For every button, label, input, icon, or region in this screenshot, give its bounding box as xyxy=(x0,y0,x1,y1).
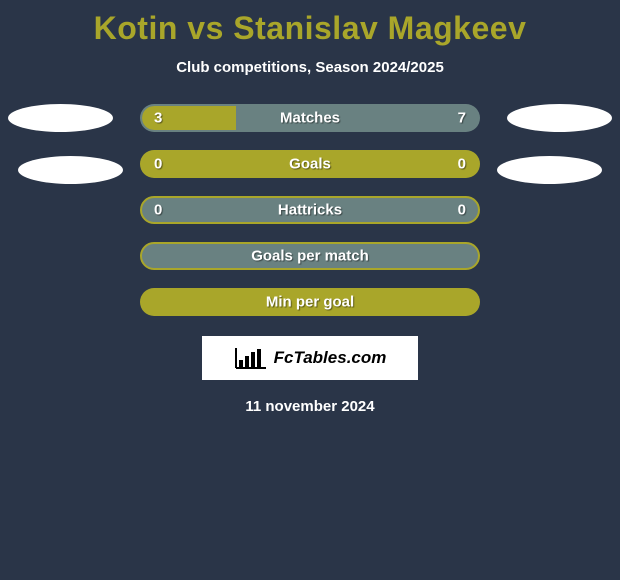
stat-row: 37Matches xyxy=(140,104,480,132)
avatar-placeholder xyxy=(497,156,602,184)
stat-label: Min per goal xyxy=(142,294,478,311)
stat-label: Matches xyxy=(142,110,478,127)
stat-row: Goals per match xyxy=(140,242,480,270)
stat-label: Goals xyxy=(142,156,478,173)
content-area: 37Matches 00Goals 00Hattricks Goals per mat… xyxy=(0,104,620,316)
logo-box: FcTables.com xyxy=(202,336,418,380)
page-title: Kotin vs Stanislav Magkeev xyxy=(0,0,620,47)
stat-row: 00Goals xyxy=(140,150,480,178)
avatar-placeholder xyxy=(18,156,123,184)
avatar-placeholder xyxy=(507,104,612,132)
logo-text: FcTables.com xyxy=(274,348,387,368)
stat-row: 00Hattricks xyxy=(140,196,480,224)
stat-label: Hattricks xyxy=(142,202,478,219)
date-text: 11 november 2024 xyxy=(0,398,620,415)
stats-container: 37Matches 00Goals 00Hattricks Goals per mat… xyxy=(140,104,480,316)
bar-chart-icon xyxy=(234,346,268,370)
stat-label: Goals per match xyxy=(142,248,478,265)
comparison-card: Kotin vs Stanislav Magkeev Club competit… xyxy=(0,0,620,580)
stat-row: Min per goal xyxy=(140,288,480,316)
page-subtitle: Club competitions, Season 2024/2025 xyxy=(0,59,620,76)
avatar-placeholder xyxy=(8,104,113,132)
